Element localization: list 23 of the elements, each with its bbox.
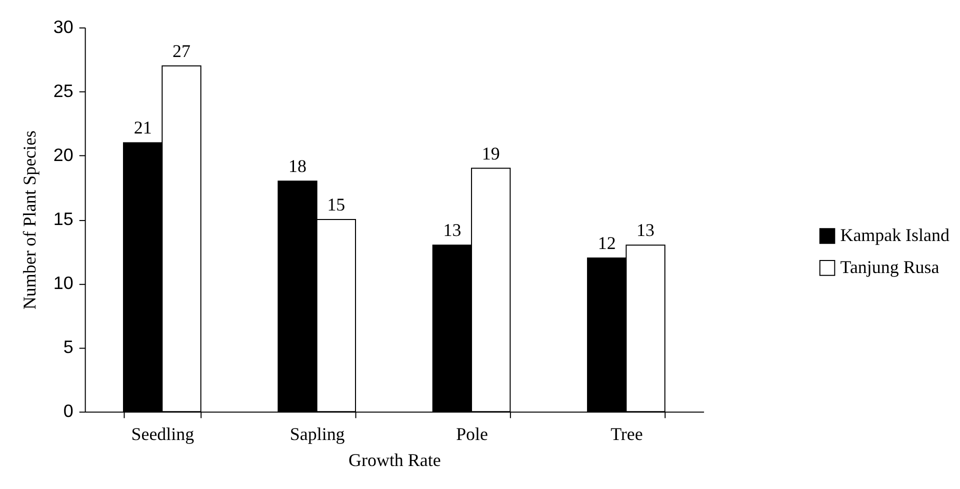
data-label: 21 [134,118,152,138]
y-tick-label: 15 [53,209,74,230]
y-tick-label: 5 [63,337,74,358]
y-axis-title: Number of Plant Species [19,130,40,310]
data-label: 13 [443,220,462,240]
data-label: 18 [288,156,307,176]
x-axis-title: Growth Rate [348,450,441,470]
x-tick-label: Pole [456,424,488,444]
x-tick-label: Seedling [131,424,194,444]
data-label: 12 [598,232,616,253]
data-label: 15 [327,194,346,215]
y-tick-label: 10 [53,273,74,294]
y-tick-label: 25 [53,80,74,101]
x-tick-label: Tree [610,424,643,444]
y-tick-label: 30 [53,16,74,37]
y-tick-label: 20 [53,144,74,165]
legend-label: Kampak Island [840,224,950,245]
data-label: 27 [172,40,190,61]
data-label: 13 [636,220,655,240]
y-tick-label: 0 [63,401,74,422]
data-label: 19 [482,143,500,164]
x-tick-label: Sapling [290,424,345,444]
legend-label: Tanjung Rusa [840,256,940,277]
